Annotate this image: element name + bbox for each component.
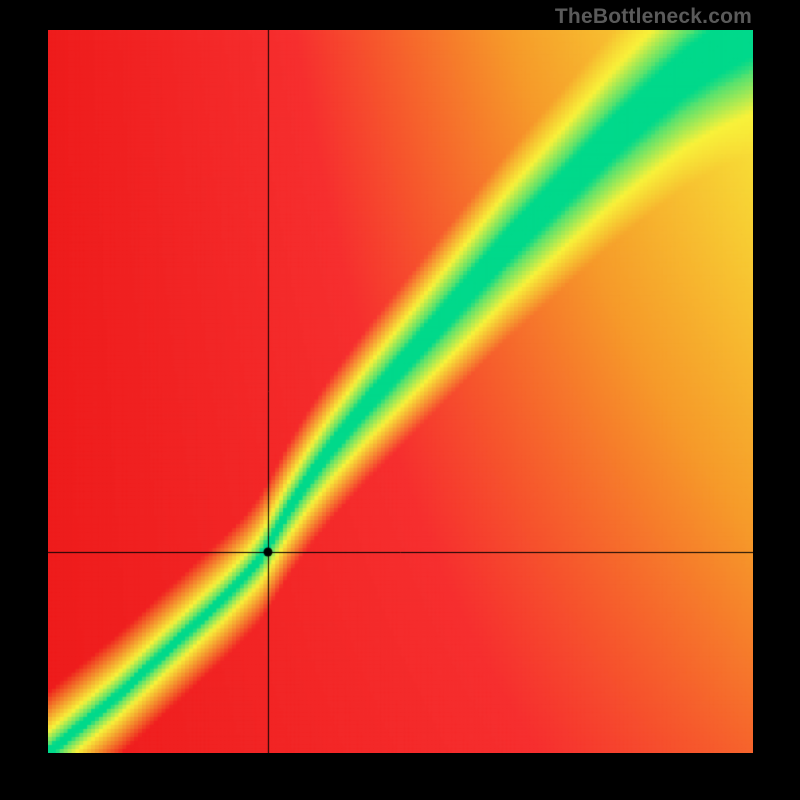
bottleneck-heatmap [48,30,753,753]
watermark-text: TheBottleneck.com [555,5,752,29]
chart-container: TheBottleneck.com [0,0,800,800]
